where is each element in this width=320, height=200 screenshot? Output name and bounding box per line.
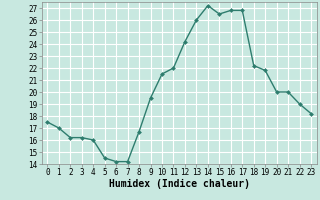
X-axis label: Humidex (Indice chaleur): Humidex (Indice chaleur) [109, 179, 250, 189]
